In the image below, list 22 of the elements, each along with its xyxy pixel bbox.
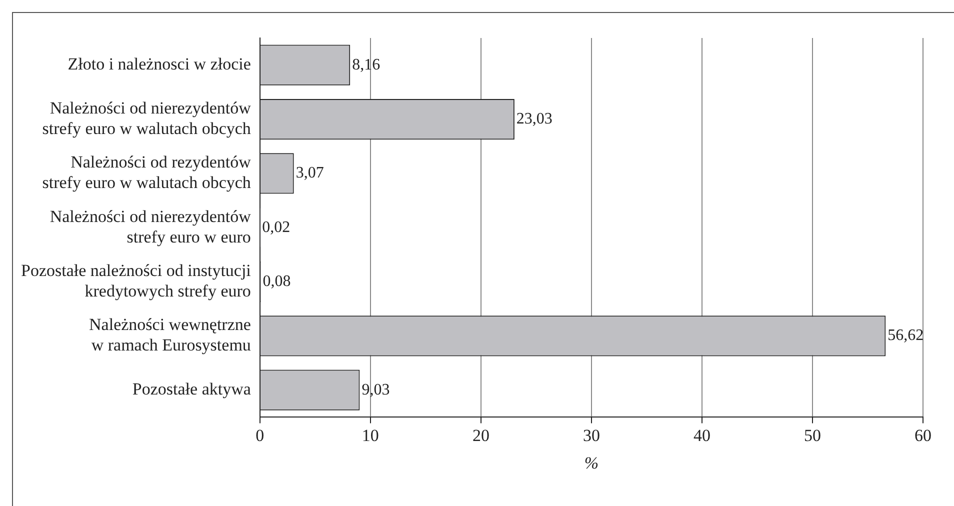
data-label: 0,02 bbox=[262, 218, 290, 236]
x-tick-label: 10 bbox=[362, 426, 379, 445]
data-label: 9,03 bbox=[362, 381, 390, 398]
x-tick-label: 0 bbox=[256, 426, 264, 445]
x-tick-label: 60 bbox=[914, 426, 932, 445]
y-tick-label: Należności wewnętrzne w ramach Eurosystemu bbox=[89, 315, 252, 355]
data-label: 0,08 bbox=[262, 272, 291, 290]
data-label: 8,16 bbox=[352, 56, 380, 74]
y-tick-label: Pozostałe aktywa bbox=[132, 380, 252, 399]
y-tick-label: Należności od rezydentów strefy euro w walutach obcych bbox=[42, 152, 252, 192]
x-axis-title: % bbox=[584, 453, 599, 472]
data-label: 56,62 bbox=[888, 327, 924, 344]
y-tick-label: Pozostałe należności od instytucji kredytowych strefy euro bbox=[20, 261, 252, 300]
x-tick-label: 20 bbox=[472, 426, 490, 445]
x-tick-label: 50 bbox=[804, 426, 821, 445]
x-tick-label: 40 bbox=[693, 426, 710, 445]
y-tick-label: Należności od nierezydentów strefy euro w euro bbox=[50, 206, 252, 246]
y-tick-label: Złoto i należnosci w złocie bbox=[68, 54, 251, 74]
x-tick-label: 30 bbox=[582, 426, 600, 445]
data-label: 23,03 bbox=[516, 110, 552, 128]
y-tick-label: Należności od nierezydentów strefy euro w walutach obcych bbox=[42, 98, 252, 138]
data-label: 3,07 bbox=[296, 164, 324, 182]
